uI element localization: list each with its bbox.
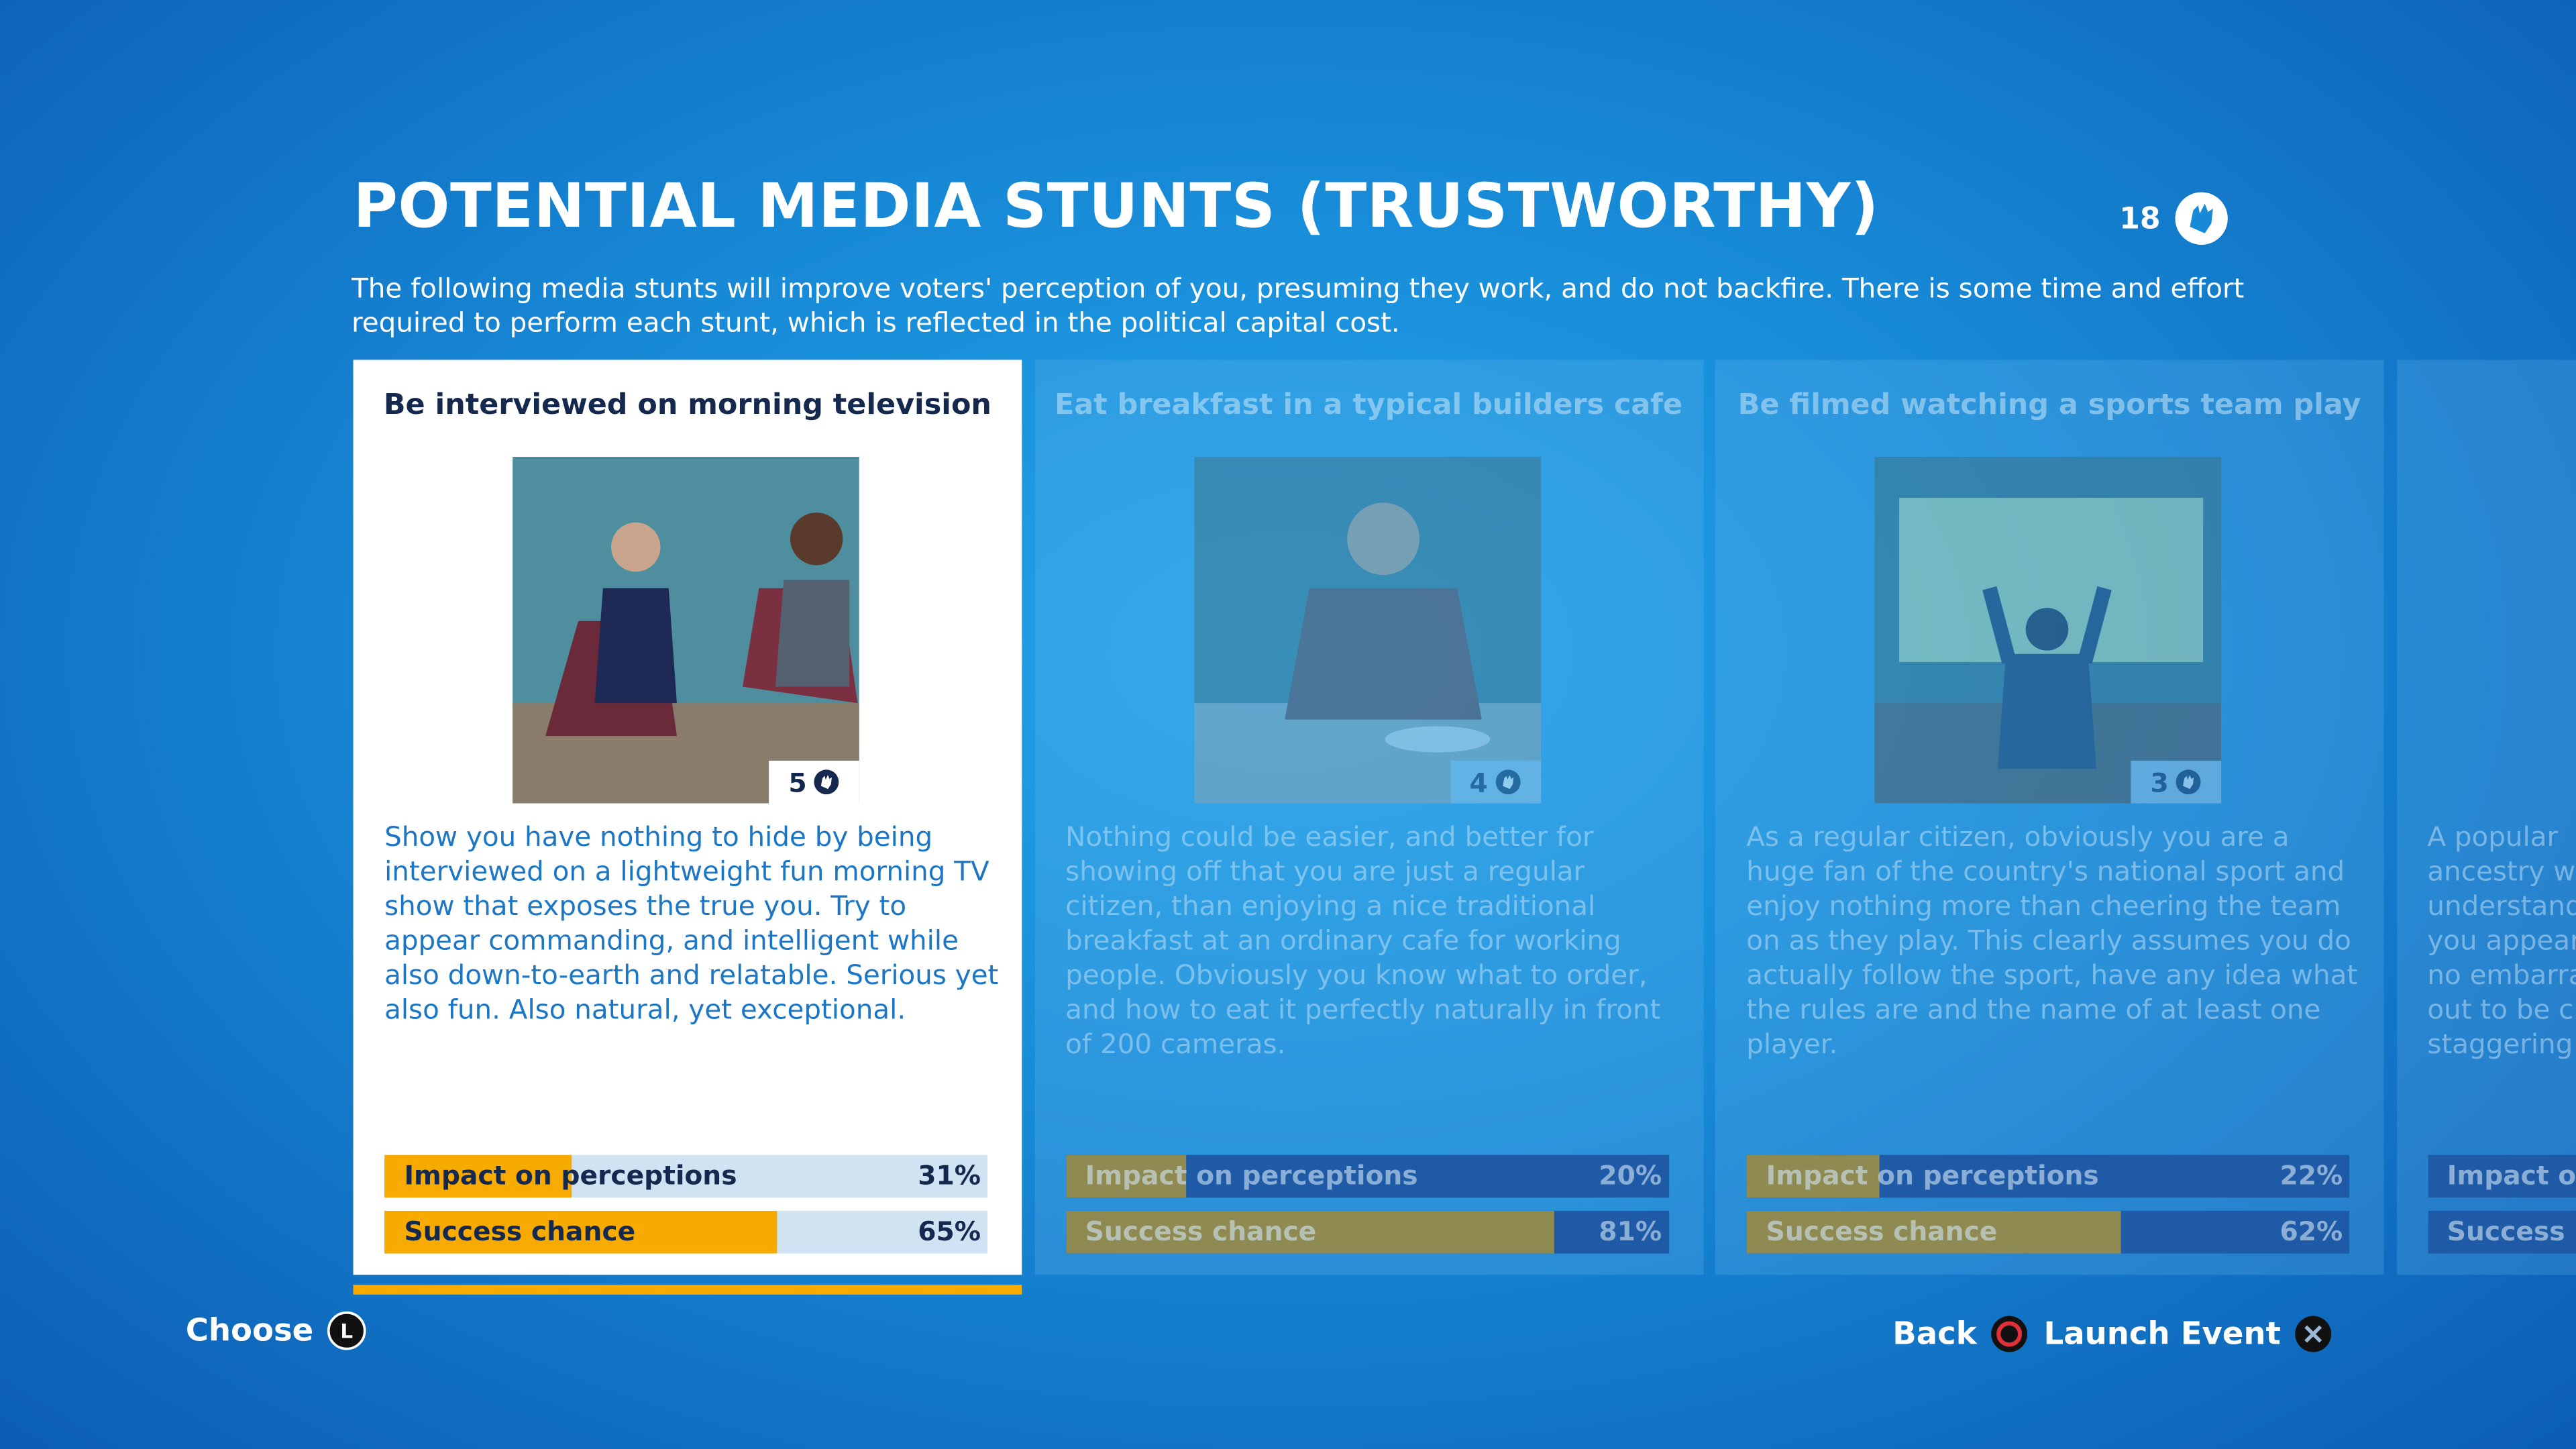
- stunt-card[interactable]: Eat breakfast in a typical builders cafe…: [1034, 360, 1703, 1275]
- stat-value: 62%: [2279, 1215, 2343, 1246]
- description-line: staggering: [2427, 1028, 2573, 1060]
- stat-fill: [384, 1210, 777, 1253]
- stunt-card[interactable]: Be filmed watching a sports team play 3 As…: [1715, 360, 2384, 1275]
- l-stick-icon: L: [327, 1311, 366, 1350]
- cross-icon: [2295, 1316, 2332, 1352]
- cost-badge: 5: [769, 760, 859, 804]
- stat-bar: Impact on perceptions 20%: [1065, 1155, 1668, 1198]
- description-line: ancestry w: [2427, 855, 2576, 888]
- illustration: [1874, 456, 2222, 804]
- cost-badge: 4: [1450, 760, 1540, 804]
- stat-bar: Impact on perceptions 22%: [1746, 1155, 2350, 1198]
- stat-bar: Impact on perceptions 31%: [384, 1155, 987, 1198]
- stat-value: 31%: [918, 1159, 981, 1191]
- description-line: understand: [2427, 890, 2576, 922]
- choose-button[interactable]: Choose L: [186, 1311, 366, 1350]
- card-title: Appear or: [2396, 389, 2576, 422]
- description-line: no embarra: [2427, 959, 2576, 991]
- stat-value: 65%: [918, 1215, 981, 1246]
- title: POTENTIAL MEDIA STUNTS (TRUSTWORTHY): [353, 170, 1879, 242]
- cost-value: 4: [1469, 766, 1488, 798]
- card-description: Nothing could be easier, and better for …: [1065, 821, 1661, 1060]
- stat-fill: [1746, 1155, 1880, 1198]
- stat-bar: Success chance 62%: [1746, 1210, 2350, 1253]
- stat-label: Impact on perceptions: [404, 1159, 737, 1191]
- stat-bar: Success: [2427, 1210, 2576, 1253]
- card-image: 4: [1193, 456, 1540, 804]
- card-title: Eat breakfast in a typical builders cafe: [1054, 389, 1683, 423]
- stat-fill: [1065, 1155, 1186, 1198]
- stat-bar: Success chance 65%: [384, 1210, 987, 1253]
- selection-underline: [353, 1285, 1022, 1295]
- launch-button[interactable]: Launch Event: [2044, 1314, 2334, 1354]
- back-label: Back: [1892, 1316, 1977, 1352]
- stat-fill: [384, 1155, 572, 1198]
- capital-icon: [1495, 769, 1520, 795]
- illustration: [513, 456, 859, 804]
- stat-fill: [1065, 1210, 1554, 1253]
- stat-bar: Success chance 81%: [1065, 1210, 1668, 1253]
- stat-value: 22%: [2279, 1159, 2343, 1191]
- card-title: Be interviewed on morning television: [383, 389, 991, 423]
- political-capital: 18: [2119, 191, 2229, 246]
- launch-label: Launch Event: [2043, 1316, 2281, 1352]
- circle-icon: [1991, 1316, 2028, 1352]
- card-description: Show you have nothing to hide by being i…: [384, 821, 999, 1026]
- cost-value: 5: [788, 766, 807, 798]
- stat-label: Success chance: [404, 1215, 636, 1246]
- description: The following media stunts will improve …: [352, 272, 2245, 339]
- stat-label: Success chance: [1766, 1215, 1998, 1246]
- stat-fill: [1746, 1210, 2121, 1253]
- stat-label: Impact o: [2447, 1159, 2576, 1191]
- card-title: Be filmed watching a sports team play: [1737, 389, 2361, 423]
- stat-label: Success chance: [1085, 1215, 1317, 1246]
- cost-badge: 3: [2131, 760, 2222, 804]
- stat-bar: Impact o: [2427, 1155, 2576, 1198]
- back-button[interactable]: Back: [1892, 1314, 2029, 1354]
- cost-value: 3: [2150, 766, 2169, 798]
- stat-value: 20%: [1599, 1159, 1662, 1191]
- capital-icon: [2176, 769, 2201, 795]
- card-image: 5: [513, 456, 859, 804]
- choose-label: Choose: [185, 1312, 314, 1349]
- stat-value: 81%: [1599, 1215, 1662, 1246]
- card-description: As a regular citizen, obviously you are …: [1746, 821, 2358, 1060]
- stat-label: Success: [2447, 1215, 2565, 1246]
- description-line: A popular: [2427, 821, 2559, 853]
- stat-label: Impact on perceptions: [1766, 1159, 2099, 1191]
- capital-icon: [2175, 192, 2228, 245]
- stat-label: Impact on perceptions: [1085, 1159, 1418, 1191]
- svg-text:L: L: [340, 1320, 353, 1343]
- capital-value: 18: [2119, 201, 2161, 236]
- card-description: A popular ancestry w understand you appear n…: [2427, 820, 2576, 1061]
- card-image: 3: [1874, 456, 2222, 804]
- description-line: you appear: [2427, 924, 2576, 957]
- illustration: [1193, 456, 1540, 804]
- capital-icon: [814, 769, 839, 795]
- stunt-card[interactable]: Be interviewed on morning television 5 Sho…: [353, 360, 1022, 1275]
- description-line: out to be c: [2427, 994, 2574, 1026]
